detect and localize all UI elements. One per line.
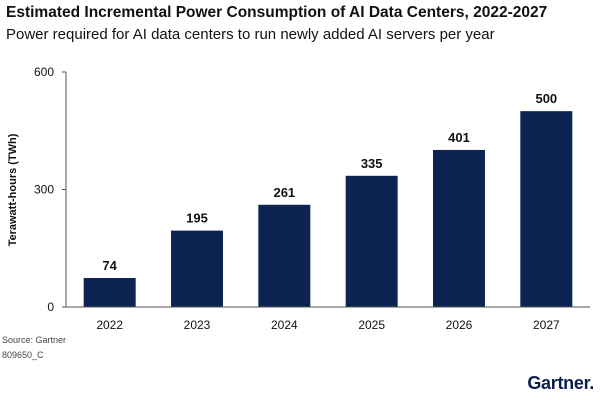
y-axis-label: Terawatt-hours (TWh)	[7, 133, 19, 246]
x-tick-label-2027: 2027	[533, 318, 560, 332]
x-axis: 2022 2023 2024 2025 2026 2027	[66, 306, 590, 332]
bar-2026	[433, 149, 485, 307]
brand-dot: .	[589, 373, 594, 393]
y-axis: 0 300 600	[34, 65, 67, 314]
gartner-logo: Gartner.	[527, 373, 594, 394]
bars: 74 195 261 335 401 500	[83, 91, 573, 308]
bar-2022	[83, 278, 136, 307]
bar-2025	[345, 175, 398, 307]
x-tick-label-2024: 2024	[271, 318, 298, 332]
chart-subtitle: Power required for AI data centers to ru…	[6, 26, 495, 43]
bar-2024	[258, 204, 311, 307]
bar-2027	[520, 111, 573, 308]
data-label-2027: 500	[535, 91, 557, 106]
chart-code: 809650_C	[2, 350, 44, 360]
y-tick-label: 0	[47, 300, 54, 314]
x-tick-label-2026: 2026	[446, 318, 473, 332]
source-note: Source: Gartner	[2, 335, 67, 345]
data-label-2026: 401	[448, 130, 470, 145]
chart-title: Estimated Incremental Power Consumption …	[6, 4, 548, 21]
x-tick-label-2023: 2023	[184, 318, 211, 332]
bar-2023	[171, 230, 223, 307]
data-label-2022: 74	[102, 258, 117, 273]
y-tick-label: 300	[34, 183, 54, 197]
brand-name: Gartner	[527, 373, 590, 393]
x-tick-label-2025: 2025	[358, 318, 385, 332]
data-label-2023: 195	[186, 211, 208, 226]
x-tick-label-2022: 2022	[96, 318, 123, 332]
y-tick-label: 600	[34, 65, 54, 79]
data-label-2024: 261	[273, 185, 295, 200]
data-label-2025: 335	[361, 156, 383, 171]
